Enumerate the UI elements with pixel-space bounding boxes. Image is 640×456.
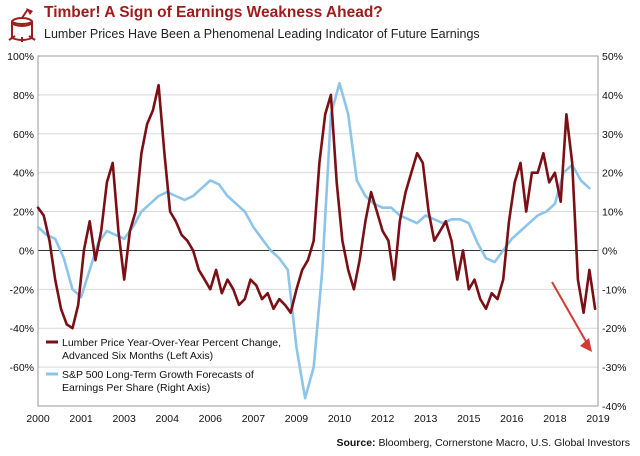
source-note: Source: Bloomberg, Cornerstone Macro, U.… [336,437,630,449]
x-tick-label: 2006 [199,413,223,425]
y-right-tick-label: 10% [602,207,623,219]
legend-label-eps: S&P 500 Long-Term Growth Forecasts of [62,369,254,381]
y-left-tick-label: 0% [19,245,34,257]
y-left-tick-label: 80% [13,90,34,102]
x-tick-label: 2019 [586,413,610,425]
x-tick-label: 2000 [26,413,50,425]
x-tick-label: 2007 [242,413,266,425]
source-text: Bloomberg, Cornerstone Macro, U.S. Globa… [378,437,630,449]
y-right-tick-label: 50% [602,51,623,63]
down-arrow-icon [551,281,589,346]
x-tick-label: 2015 [457,413,481,425]
y-left-tick-label: -60% [9,362,34,374]
x-tick-label: 2016 [500,413,524,425]
y-right-tick-label: -20% [602,323,627,335]
y-left-tick-label: 40% [13,168,34,180]
y-right-tick-label: 40% [602,90,623,102]
chart-title: Timber! A Sign of Earnings Weakness Ahea… [44,4,383,21]
y-left-tick-label: 20% [13,207,34,219]
y-left-tick-label: -40% [9,323,34,335]
legend-label-lumber-line2: Advanced Six Months (Left Axis) [62,350,213,362]
plot-frame [37,55,599,407]
x-tick-label: 2010 [328,413,352,425]
lumber-series-line [36,83,597,330]
source-label: Source: [336,437,376,449]
y-left-tick-label: 60% [13,129,34,141]
y-right-tick-label: 0% [602,245,617,257]
x-tick-label: 2012 [371,413,395,425]
y-right-tick-label: -30% [602,362,627,374]
x-tick-label: 2004 [156,413,180,425]
x-tick-label: 2001 [69,413,93,425]
timber-stump-icon [8,8,36,42]
legend-label-eps-line2: Earnings Per Share (Right Axis) [62,382,210,394]
x-tick-label: 2013 [414,413,438,425]
legend-label-lumber: Lumber Price Year-Over-Year Percent Chan… [62,337,281,349]
y-left-tick-label: -20% [9,284,34,296]
y-right-tick-label: 20% [602,168,623,180]
y-right-tick-label: -40% [602,401,627,413]
down-arrow-head [580,338,592,352]
x-tick-label: 2018 [543,413,567,425]
y-right-tick-label: -10% [602,284,627,296]
x-tick-label: 2009 [285,413,309,425]
y-right-tick-label: 30% [602,129,623,141]
chart-subtitle: Lumber Prices Have Been a Phenomenal Lea… [44,27,480,41]
y-left-tick-label: 100% [7,51,34,63]
x-tick-label: 2003 [112,413,136,425]
